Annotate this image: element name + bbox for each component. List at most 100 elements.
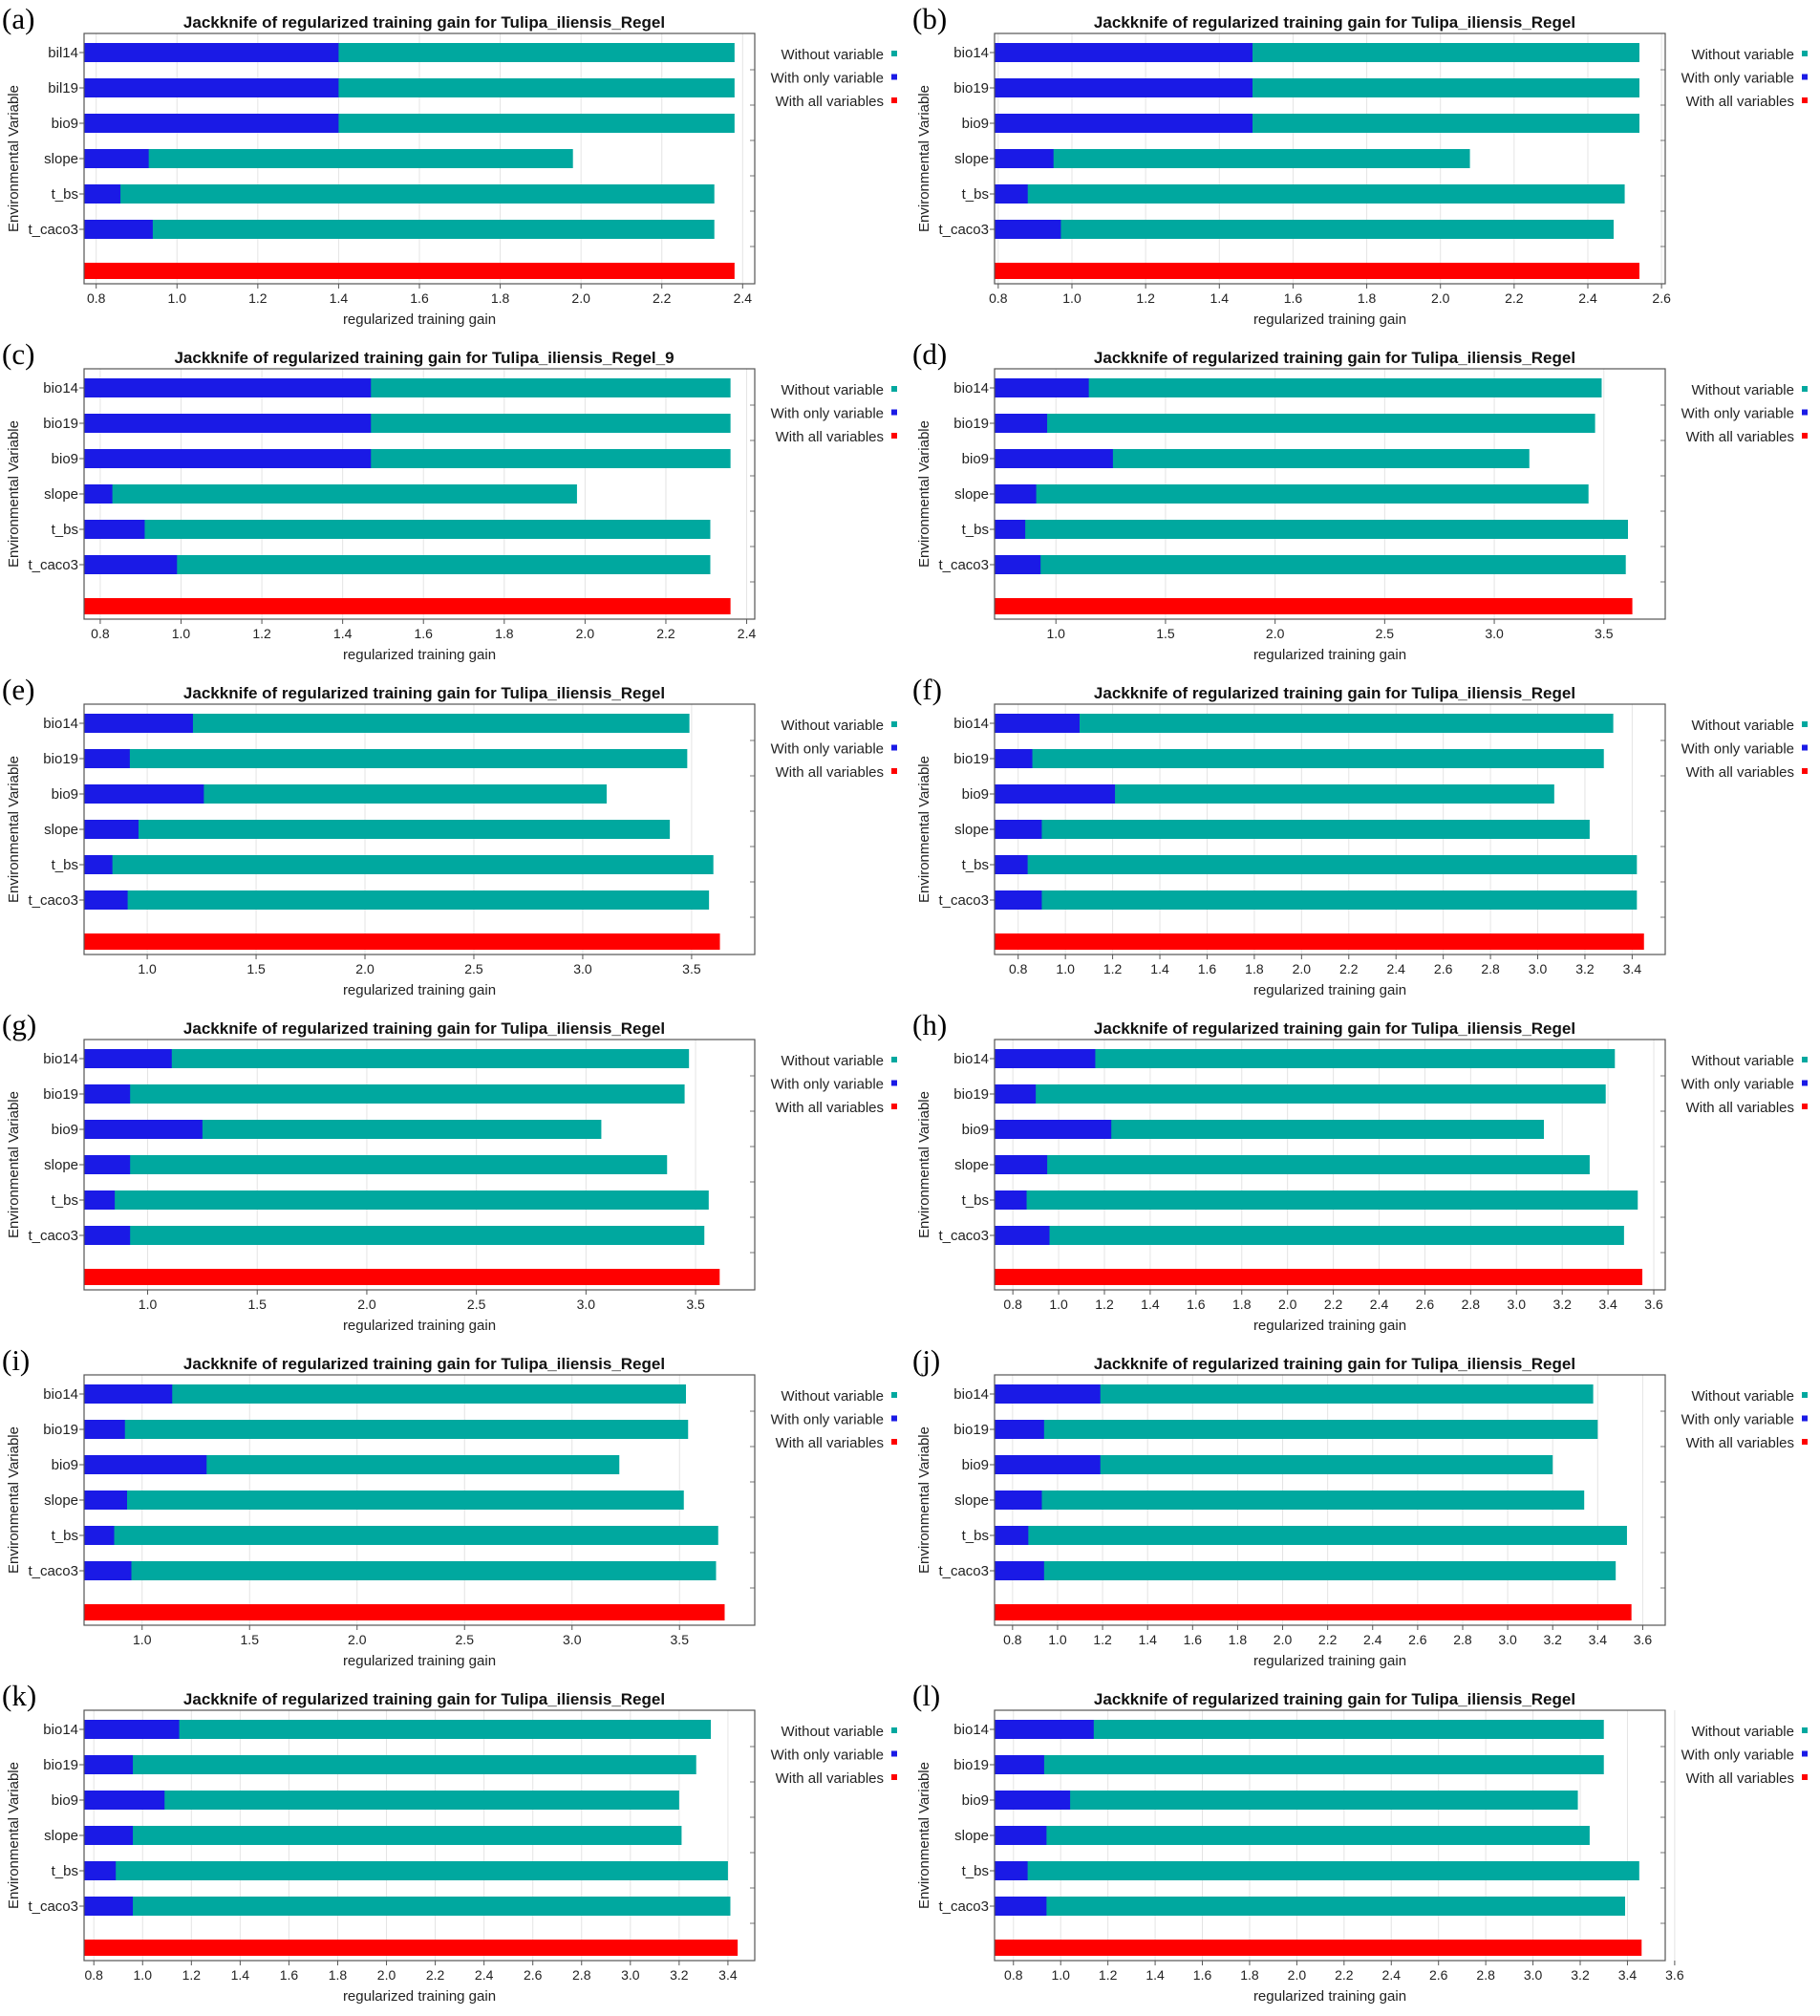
- bar-without-variable: [84, 1420, 689, 1439]
- x-tick-label: 1.4: [330, 290, 349, 306]
- category-label: bio19: [43, 416, 78, 432]
- y-axis-label: Environmental Variable: [6, 85, 22, 232]
- y-axis-label: Environmental Variable: [916, 420, 932, 568]
- jackknife-chart: (a) Jackknife of regularized training gai…: [2, 2, 897, 328]
- category-label: t_caco3: [938, 1563, 989, 1579]
- bar-with-all-variables: [995, 598, 1633, 614]
- legend-label: With only variable: [771, 741, 884, 758]
- category-label: bio19: [43, 1422, 78, 1438]
- legend-label: With all variables: [776, 1770, 884, 1787]
- bar-with-only-variable: [84, 1720, 180, 1739]
- chart-title: Jackknife of regularized training gain f…: [1094, 1690, 1575, 1708]
- bar-without-variable: [84, 1155, 668, 1174]
- bar-with-all-variables: [84, 263, 735, 279]
- legend-swatch: [891, 1439, 897, 1445]
- bar-without-variable: [995, 1155, 1590, 1174]
- x-axis-label: regularized training gain: [343, 647, 496, 663]
- bar-with-only-variable: [84, 78, 339, 97]
- category-label: t_bs: [962, 186, 989, 203]
- bar-without-variable: [995, 714, 1614, 733]
- y-axis-label: Environmental Variable: [916, 756, 932, 903]
- category-label: bio9: [52, 451, 78, 467]
- category-label: bio14: [43, 1386, 78, 1403]
- x-tick-label: 2.0: [1274, 1632, 1293, 1647]
- bar-with-only-variable: [995, 1720, 1094, 1739]
- bar-with-only-variable: [995, 1897, 1047, 1916]
- category-label: slope: [954, 1828, 989, 1844]
- jackknife-chart: (c) Jackknife of regularized training gai…: [2, 337, 897, 663]
- bar-with-only-variable: [84, 890, 128, 910]
- x-tick-label: 1.6: [410, 290, 429, 306]
- panel-label: (d): [912, 337, 947, 371]
- bar-without-variable: [995, 484, 1589, 504]
- x-tick-label: 2.2: [426, 1967, 445, 1983]
- bar-without-variable: [995, 220, 1614, 239]
- jackknife-panel: (l) Jackknife of regularized training gai…: [910, 1677, 1820, 2012]
- category-label: slope: [954, 1157, 989, 1173]
- x-tick-label: 1.0: [168, 290, 187, 306]
- x-axis-label: regularized training gain: [343, 311, 496, 328]
- x-tick-label: 2.4: [475, 1967, 494, 1983]
- category-label: slope: [954, 822, 989, 838]
- bar-with-only-variable: [995, 1791, 1071, 1810]
- x-tick-label: 1.0: [139, 1297, 158, 1312]
- x-tick-label: 1.2: [1099, 1967, 1118, 1983]
- x-tick-label: 2.6: [1416, 1297, 1435, 1312]
- jackknife-chart: (g) Jackknife of regularized training gai…: [2, 1008, 897, 1334]
- bar-without-variable: [995, 1384, 1594, 1404]
- x-tick-label: 1.5: [1156, 626, 1175, 641]
- legend-label: Without variable: [781, 1724, 884, 1740]
- legend-swatch: [891, 1774, 897, 1780]
- x-axis-label: regularized training gain: [1253, 1653, 1406, 1669]
- legend-label: With only variable: [1681, 406, 1794, 422]
- bar-with-only-variable: [995, 784, 1116, 804]
- category-label: slope: [44, 1492, 78, 1509]
- x-tick-label: 2.0: [1278, 1297, 1297, 1312]
- bar-with-only-variable: [995, 1826, 1047, 1845]
- x-tick-label: 1.6: [1184, 1632, 1203, 1647]
- plot-frame: [83, 368, 756, 620]
- legend-swatch: [1802, 1774, 1808, 1780]
- bar-with-only-variable: [84, 1826, 134, 1845]
- bar-with-only-variable: [995, 1491, 1042, 1510]
- legend-swatch: [891, 433, 897, 439]
- bar-without-variable: [84, 220, 715, 239]
- legend-swatch: [1802, 1439, 1808, 1445]
- chart-title: Jackknife of regularized training gain f…: [183, 684, 665, 702]
- x-tick-label: 3.0: [1529, 961, 1548, 976]
- x-tick-label: 2.5: [456, 1632, 475, 1647]
- x-tick-label: 1.2: [1095, 1297, 1114, 1312]
- panel-label: (j): [912, 1343, 940, 1377]
- y-axis-label: Environmental Variable: [6, 1091, 22, 1238]
- x-axis-label: regularized training gain: [343, 1988, 496, 2005]
- x-tick-label: 3.2: [670, 1967, 689, 1983]
- bar-with-only-variable: [84, 555, 178, 574]
- bar-with-only-variable: [995, 520, 1026, 539]
- jackknife-panel: (j) Jackknife of regularized training gai…: [910, 1341, 1820, 1677]
- bar-with-only-variable: [995, 1084, 1037, 1104]
- category-label: bio19: [953, 1757, 989, 1773]
- legend-swatch: [891, 1057, 897, 1062]
- bar-with-only-variable: [84, 149, 149, 168]
- bar-without-variable: [995, 1084, 1606, 1104]
- bar-with-only-variable: [995, 1384, 1101, 1404]
- bar-without-variable: [84, 1384, 686, 1404]
- legend-label: Without variable: [1691, 1053, 1794, 1069]
- category-label: bio9: [962, 451, 989, 467]
- bar-without-variable: [995, 1190, 1638, 1210]
- bar-without-variable: [84, 184, 715, 204]
- x-tick-label: 1.4: [333, 626, 353, 641]
- bar-with-only-variable: [84, 1561, 132, 1580]
- x-tick-label: 1.0: [138, 961, 157, 976]
- category-label: bio19: [953, 80, 989, 97]
- jackknife-chart: (d) Jackknife of regularized training gai…: [912, 337, 1808, 663]
- bar-without-variable: [84, 484, 577, 504]
- bar-with-only-variable: [995, 1420, 1044, 1439]
- bar-without-variable: [84, 1720, 712, 1739]
- plot-frame: [994, 32, 1666, 285]
- x-tick-label: 3.0: [1498, 1632, 1517, 1647]
- bar-with-only-variable: [995, 414, 1048, 433]
- legend-swatch: [1802, 1415, 1808, 1422]
- category-label: bio9: [962, 786, 989, 803]
- jackknife-panel: (a) Jackknife of regularized training gai…: [0, 0, 910, 335]
